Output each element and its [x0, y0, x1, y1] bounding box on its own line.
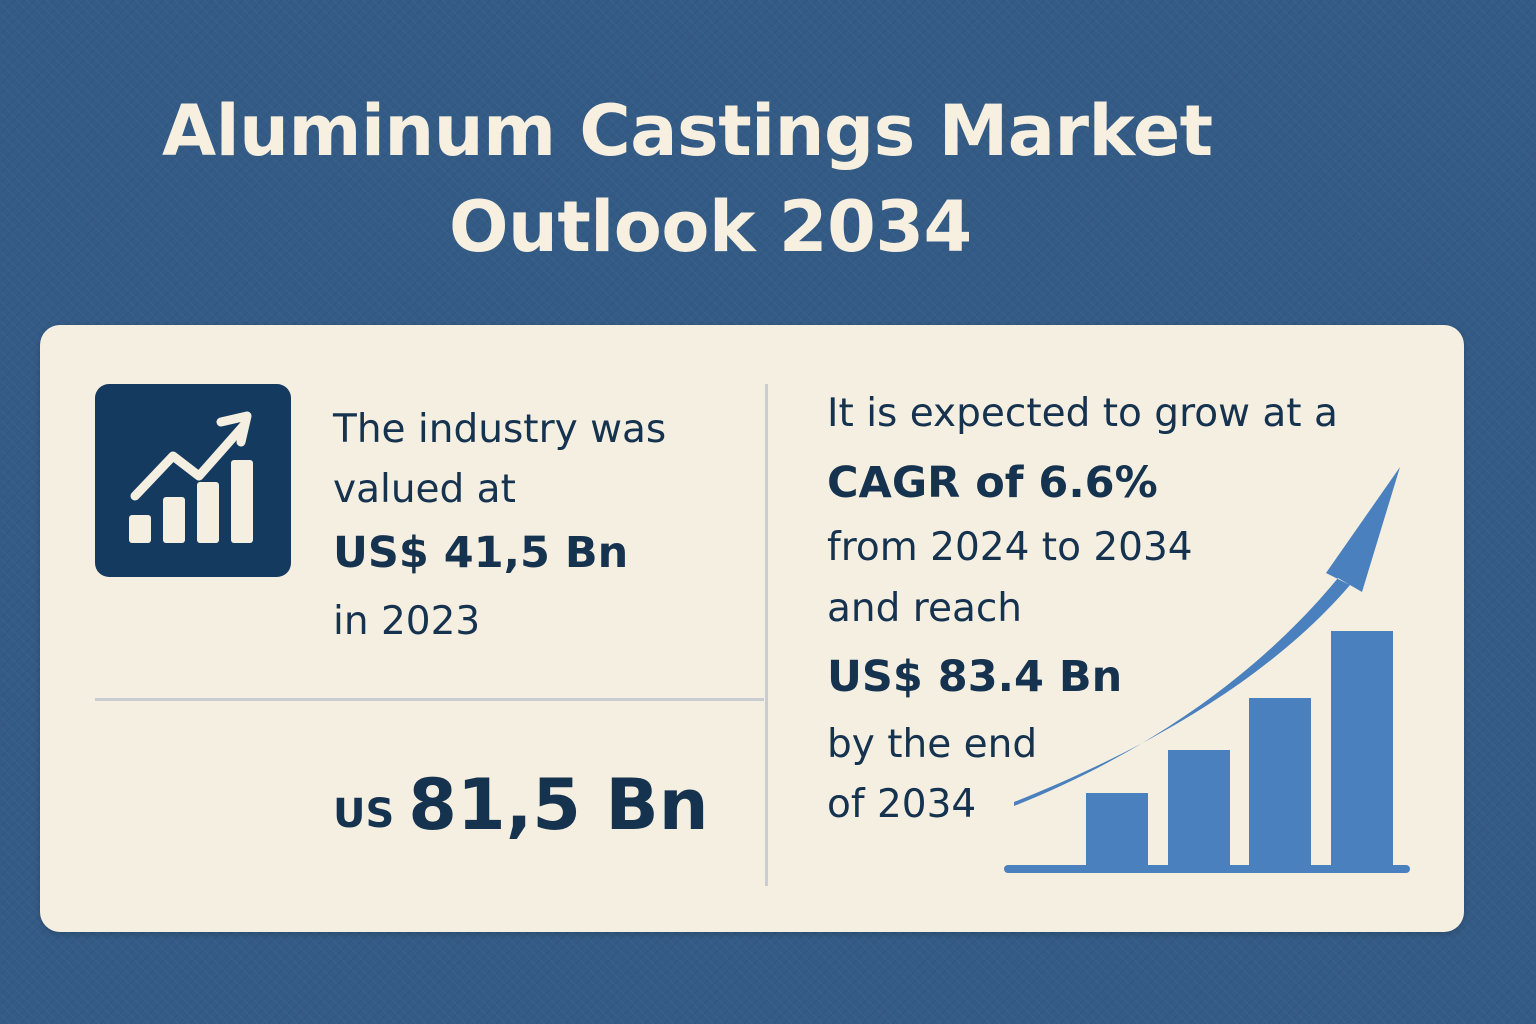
horizontal-divider: [95, 698, 764, 701]
growth-chart-icon: [95, 384, 291, 577]
page-title-line-2: Outlook 2034: [449, 186, 972, 268]
illustration-bar-4: [1331, 631, 1393, 868]
growth-text-line-7: of 2034: [827, 782, 977, 827]
rising-bar-chart-illustration: [1004, 467, 1410, 873]
growth-text-line-6: by the end: [827, 722, 1038, 767]
page-title-line-1: Aluminum Castings Market: [162, 90, 1213, 172]
projected-value: US$ 83.4 Bn: [827, 652, 1123, 702]
highlight-value-prefix: US: [333, 791, 395, 837]
valuation-text-line-1: The industry was: [333, 407, 667, 452]
valuation-text-line-2: valued at: [333, 467, 516, 512]
growth-text-line-4: and reach: [827, 586, 1022, 631]
highlight-value: US 81,5 Bn: [333, 770, 709, 840]
illustration-bar-2: [1168, 750, 1230, 868]
illustration-bar-3: [1249, 698, 1311, 868]
vertical-divider: [765, 384, 768, 886]
highlight-value-number: 81,5 Bn: [408, 764, 709, 846]
cagr-value: CAGR of 6.6%: [827, 458, 1158, 508]
illustration-baseline: [1004, 865, 1410, 873]
growth-text-line-1: It is expected to grow at a: [827, 391, 1338, 436]
valuation-2023-value: US$ 41,5 Bn: [333, 528, 629, 578]
illustration-bar-1: [1086, 793, 1148, 868]
valuation-year: in 2023: [333, 599, 481, 644]
info-card: The industry was valued at US$ 41,5 Bn i…: [40, 325, 1464, 932]
growth-period: from 2024 to 2034: [827, 525, 1193, 570]
